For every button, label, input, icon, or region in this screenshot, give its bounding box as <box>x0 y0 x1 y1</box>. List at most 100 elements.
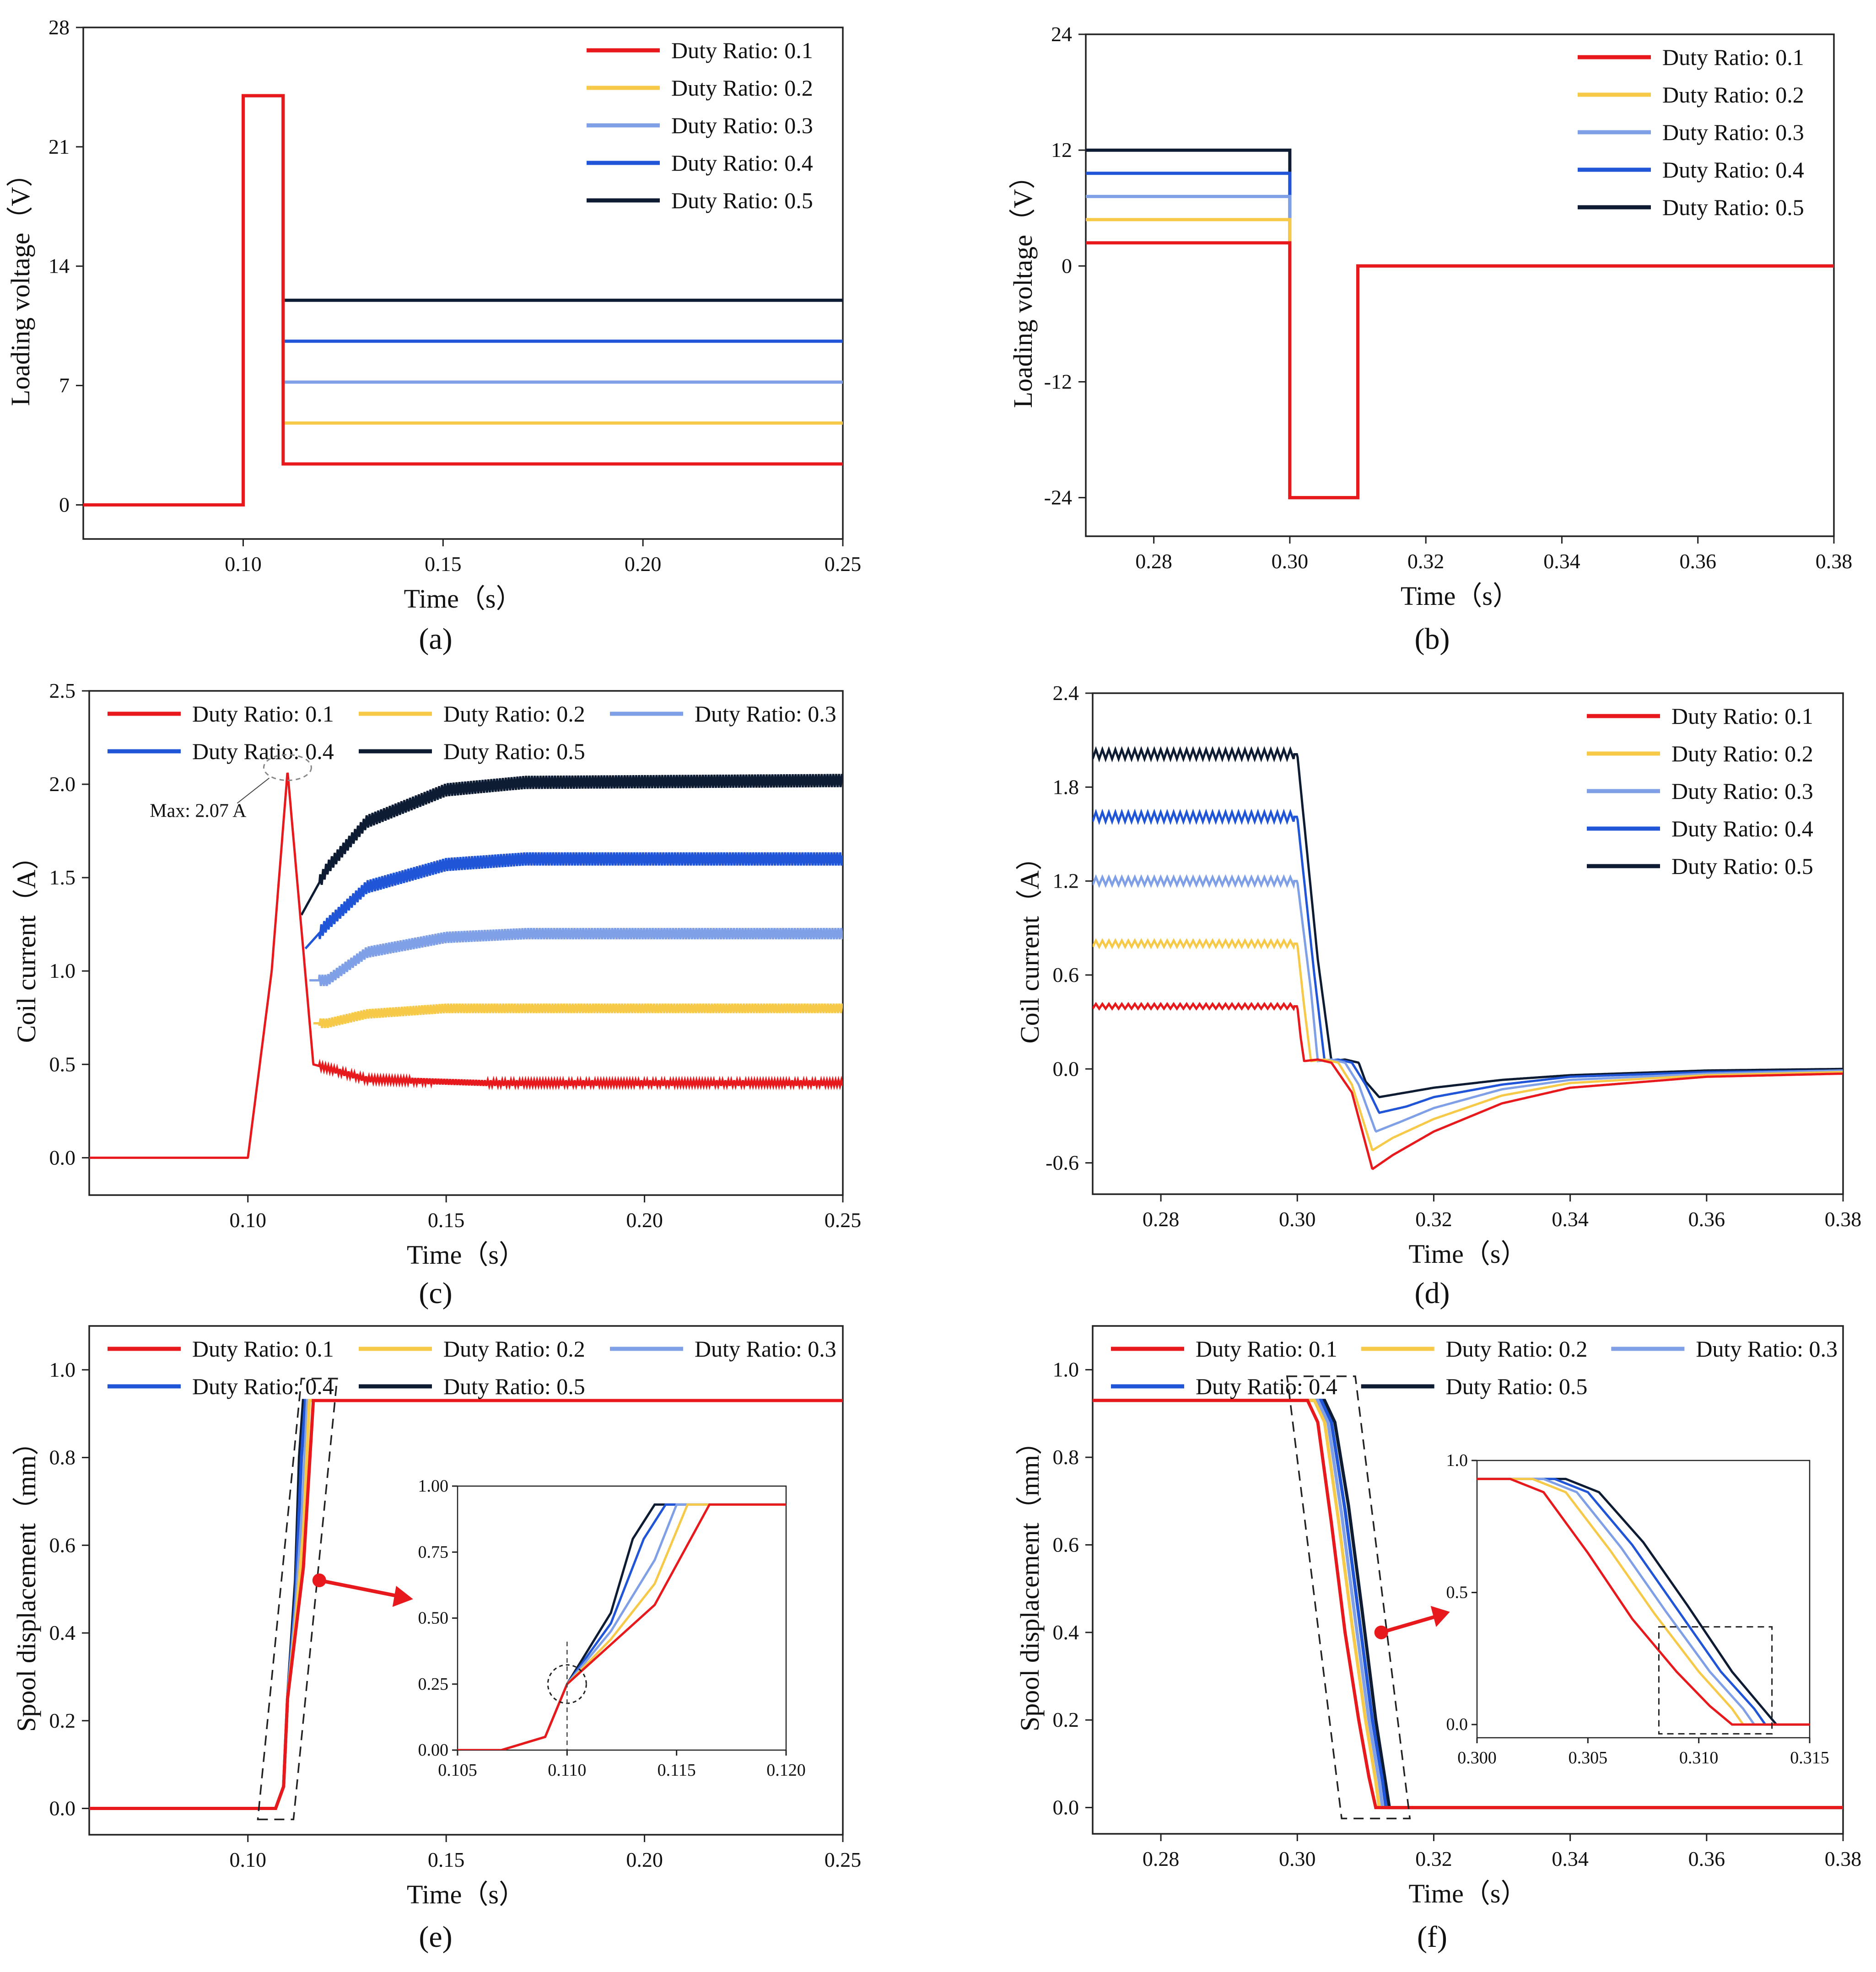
inset-y-tick-label: 0.25 <box>418 1675 449 1694</box>
x-tick-label: 0.38 <box>1825 1207 1862 1231</box>
legend-label: Duty Ratio: 0.3 <box>1662 119 1804 145</box>
legend-label: Duty Ratio: 0.5 <box>1671 853 1813 879</box>
series-line-1 <box>1086 241 1834 500</box>
inset-x-tick-label: 0.105 <box>438 1761 477 1780</box>
series-line-4 <box>304 852 843 949</box>
zoom-arrow-shaft <box>1380 1614 1437 1634</box>
series-line-3 <box>1093 874 1843 1133</box>
inset-series-line-1 <box>1477 1477 1810 1726</box>
y-tick-label: -0.6 <box>1046 1151 1079 1175</box>
x-tick-label: 0.34 <box>1543 550 1580 573</box>
x-tick-label: 0.25 <box>825 1848 862 1871</box>
series-line-2 <box>1093 938 1843 1152</box>
y-axis-title: Spool displacement（mm） <box>11 1429 41 1732</box>
y-tick-label: 28 <box>49 16 70 39</box>
y-tick-label: 0.8 <box>49 1446 76 1469</box>
inset-series-line-1 <box>458 1503 786 1750</box>
x-tick-label: 0.20 <box>626 1208 663 1232</box>
legend-label: Duty Ratio: 0.1 <box>192 701 334 727</box>
legend-label: Duty Ratio: 0.5 <box>443 1374 585 1399</box>
inset-y-tick-label: 0.5 <box>1446 1583 1468 1602</box>
inset-series-line-4 <box>1477 1477 1810 1726</box>
series-line-5 <box>1093 746 1843 1099</box>
legend-label: Duty Ratio: 0.4 <box>671 150 813 176</box>
x-tick-label: 0.30 <box>1272 550 1309 573</box>
x-tick-label: 0.15 <box>428 1848 465 1871</box>
inset-series-line-3 <box>1477 1477 1810 1726</box>
legend-label: Duty Ratio: 0.5 <box>1662 194 1804 220</box>
plot-frame <box>82 27 844 540</box>
inset-x-tick-label: 0.310 <box>1679 1748 1719 1767</box>
series-line-1 <box>83 94 843 506</box>
x-axis-title: Time（s） <box>407 1240 525 1270</box>
x-axis-title: Time（s） <box>1409 1879 1527 1908</box>
x-tick-label: 0.32 <box>1407 550 1445 573</box>
series-group <box>1086 148 1834 500</box>
inset-x-tick-label: 0.120 <box>766 1761 806 1780</box>
x-tick-label: 0.34 <box>1552 1847 1589 1870</box>
series-group <box>83 94 843 506</box>
inset-y-tick-label: 0.50 <box>418 1609 449 1628</box>
x-tick-label: 0.30 <box>1279 1207 1316 1231</box>
x-tick-label: 0.28 <box>1135 550 1172 573</box>
legend-label: Duty Ratio: 0.1 <box>1671 703 1813 729</box>
y-tick-label: 0.0 <box>1053 1057 1079 1080</box>
chart-panel-f: 0.28 0.30 0.32 0.34 0.36 0.38 0.0 0.2 0.4 0.6 0.8 1… <box>1015 1325 1862 1954</box>
y-tick-label: 21 <box>49 135 70 158</box>
inset-series-group <box>458 1503 786 1750</box>
zoom-arrow-shaft <box>318 1579 400 1598</box>
y-tick-label: 1.5 <box>49 866 76 889</box>
series-line-1 <box>89 1399 843 1810</box>
legend-label: Duty Ratio: 0.5 <box>443 738 585 764</box>
y-tick-label: 0.6 <box>1053 1533 1079 1556</box>
zoom-arrow-head <box>392 1586 413 1607</box>
plot-frame <box>88 690 844 1196</box>
series-line-5 <box>1093 1399 1843 1810</box>
y-tick-label: 2.5 <box>49 679 76 702</box>
series-line-1 <box>1093 1002 1843 1170</box>
zoom-arrow-head <box>1430 1606 1450 1627</box>
x-tick-label: 0.28 <box>1143 1847 1180 1870</box>
inset-series-line-5 <box>1477 1477 1810 1726</box>
series-line-3 <box>1093 1399 1843 1810</box>
x-tick-label: 0.36 <box>1688 1207 1725 1231</box>
x-tick-label: 0.15 <box>428 1208 465 1232</box>
x-tick-label: 0.20 <box>626 1848 663 1871</box>
zoom-region-box <box>1286 1375 1411 1820</box>
legend-label: Duty Ratio: 0.2 <box>1662 82 1804 108</box>
x-tick-label: 0.34 <box>1552 1207 1589 1231</box>
legend-label: Duty Ratio: 0.2 <box>671 75 813 101</box>
y-tick-label: 7 <box>59 374 70 397</box>
inset-x-tick-label: 0.315 <box>1790 1748 1829 1767</box>
y-tick-label: 1.8 <box>1053 775 1079 798</box>
x-tick-label: 0.15 <box>425 552 462 576</box>
x-tick-label: 0.38 <box>1825 1847 1862 1870</box>
legend-label: Duty Ratio: 0.2 <box>443 1336 585 1362</box>
panel-label: (e) <box>419 1920 452 1954</box>
plot-frame <box>1085 33 1835 537</box>
x-tick-label: 0.25 <box>825 1208 862 1232</box>
y-tick-label: 1.0 <box>49 959 76 982</box>
x-axis-title: Time（s） <box>1409 1239 1527 1269</box>
legend-label: Duty Ratio: 0.4 <box>1662 157 1804 183</box>
x-tick-label: 0.32 <box>1415 1847 1452 1870</box>
y-tick-label: 0.5 <box>49 1052 76 1076</box>
y-tick-label: 0 <box>59 493 70 516</box>
inset-x-tick-label: 0.305 <box>1569 1748 1608 1767</box>
x-tick-label: 0.32 <box>1415 1207 1452 1231</box>
x-tick-label: 0.25 <box>825 552 862 576</box>
legend-label: Duty Ratio: 0.1 <box>192 1336 334 1362</box>
y-axis-title: Coil current（A） <box>11 843 41 1043</box>
chart-panel-c: 0.10 0.15 0.20 0.25 0.0 0.5 1.0 1.5 2.0 2.5 Duty R… <box>11 679 861 1310</box>
panel-label: (a) <box>419 622 452 656</box>
legend-label: Duty Ratio: 0.2 <box>1446 1336 1588 1362</box>
chart-panel-d: 0.28 0.30 0.32 0.34 0.36 0.38 -0.6 0.0 0.6 1.2 1.8… <box>1015 681 1861 1310</box>
y-tick-label: 0.6 <box>1053 963 1079 986</box>
legend-label: Duty Ratio: 0.4 <box>1671 816 1813 841</box>
x-tick-label: 0.36 <box>1679 550 1716 573</box>
y-tick-label: -12 <box>1044 370 1072 393</box>
inset-x-tick-label: 0.115 <box>658 1761 696 1780</box>
panel-label: (d) <box>1415 1277 1450 1310</box>
legend-label: Duty Ratio: 0.3 <box>671 113 813 138</box>
y-tick-label: 0.2 <box>49 1709 76 1732</box>
